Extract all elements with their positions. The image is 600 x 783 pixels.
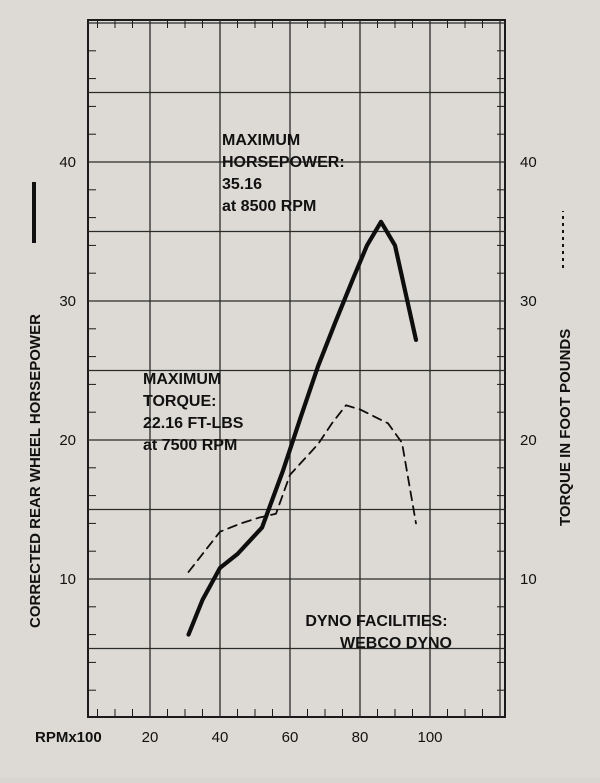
- annotation-max-horsepower: MAXIMUM HORSEPOWER: 35.16 at 8500 RPM: [222, 132, 349, 215]
- annotation-max-horsepower-line-2: HORSEPOWER:: [222, 154, 345, 171]
- series-lines: [186, 219, 419, 637]
- annotation-dyno-facilities: DYNO FACILITIES: WEBCO DYNO: [305, 613, 452, 652]
- annotation-max-torque-line-2: TORQUE:: [143, 393, 216, 410]
- y-tick-label-left: 20: [59, 432, 76, 449]
- y-axis-label-left: CORRECTED REAR WHEEL HORSEPOWER: [27, 314, 44, 628]
- y-tick-label-right: 30: [520, 293, 537, 310]
- series-line-dashed: [187, 404, 417, 573]
- labels: 20 40 60 80 100 10 10 20 20 30 30 40 40: [59, 154, 536, 746]
- y-axis-label-right: TORQUE IN FOOT POUNDS: [557, 329, 574, 526]
- annotation-max-torque-line-1: MAXIMUM: [143, 371, 221, 388]
- annotation-max-torque-line-4: at 7500 RPM: [143, 437, 237, 454]
- x-tick-label: 20: [142, 729, 159, 746]
- x-tick-label: 100: [417, 729, 442, 746]
- y-tick-label-left: 40: [59, 154, 76, 171]
- annotation-max-horsepower-line-4: at 8500 RPM: [222, 198, 316, 215]
- y-tick-label-right: 20: [520, 432, 537, 449]
- annotation-max-torque: MAXIMUM TORQUE: 22.16 FT-LBS at 7500 RPM: [143, 371, 248, 454]
- x-axis-label: RPMx100: [35, 729, 102, 746]
- annotation-dyno-facilities-line-1: DYNO FACILITIES:: [305, 613, 447, 630]
- y-tick-label-right: 40: [520, 154, 537, 171]
- y-tick-label-left: 10: [59, 571, 76, 588]
- y-tick-label-right: 10: [520, 571, 537, 588]
- annotation-max-horsepower-line-1: MAXIMUM: [222, 132, 300, 149]
- plot-frame: [87, 19, 506, 718]
- annotation-max-horsepower-line-3: 35.16: [222, 176, 262, 193]
- x-tick-label: 40: [212, 729, 229, 746]
- axis-ticks: [88, 20, 505, 717]
- series-line-solid: [186, 219, 419, 637]
- y-tick-label-left: 30: [59, 293, 76, 310]
- annotation-dyno-facilities-line-2: WEBCO DYNO: [340, 635, 452, 652]
- x-tick-label: 80: [352, 729, 369, 746]
- annotation-max-torque-line-3: 22.16 FT-LBS: [143, 415, 244, 432]
- grid: [87, 19, 506, 718]
- x-tick-label: 60: [282, 729, 299, 746]
